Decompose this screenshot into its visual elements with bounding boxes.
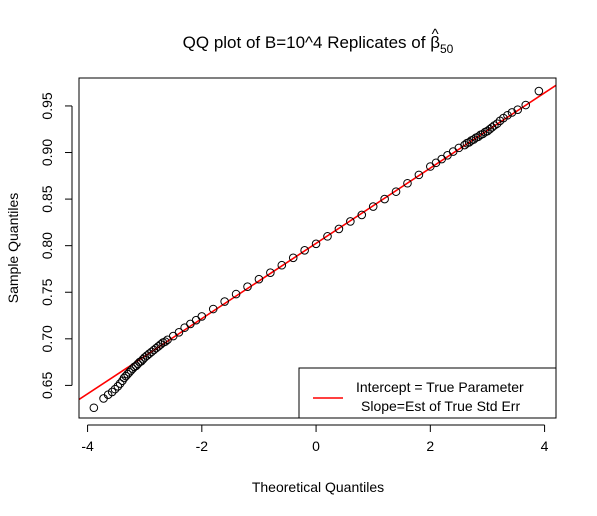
legend: Intercept = True Parameter Slope=Est of … (299, 368, 556, 418)
y-tick-label: 0.70 (39, 325, 55, 352)
y-tick-label: 0.85 (39, 185, 55, 212)
y-axis-label: Sample Quantiles (5, 193, 21, 304)
y-axis: 0.65 0.70 0.75 0.80 0.85 0.90 0.95 (39, 92, 72, 399)
chart-title-text: QQ plot of B=10^4 Replicates of (183, 33, 431, 52)
x-tick-label: 0 (312, 438, 320, 454)
chart-title-subscript: 50 (440, 42, 454, 56)
y-tick-label: 0.90 (39, 139, 55, 166)
y-tick-label: 0.80 (39, 232, 55, 259)
y-tick-label: 0.65 (39, 372, 55, 399)
data-points (90, 87, 543, 411)
y-tick-label: 0.95 (39, 92, 55, 119)
x-tick-label: 2 (426, 438, 434, 454)
x-tick-label: -4 (81, 438, 94, 454)
x-axis-label: Theoretical Quantiles (252, 479, 384, 495)
data-point (90, 404, 98, 412)
data-point (535, 87, 543, 95)
chart-title: QQ plot of B=10^4 Replicates of β50 (183, 33, 454, 56)
legend-entry-slope: Slope=Est of True Std Err (361, 398, 520, 414)
x-axis: -4 -2 0 2 4 (81, 425, 548, 454)
x-tick-label: 4 (541, 438, 549, 454)
y-tick-label: 0.75 (39, 278, 55, 305)
chart-title-hat: ^ (432, 26, 439, 43)
legend-entry-intercept: Intercept = True Parameter (356, 379, 524, 395)
x-tick-label: -2 (196, 438, 209, 454)
